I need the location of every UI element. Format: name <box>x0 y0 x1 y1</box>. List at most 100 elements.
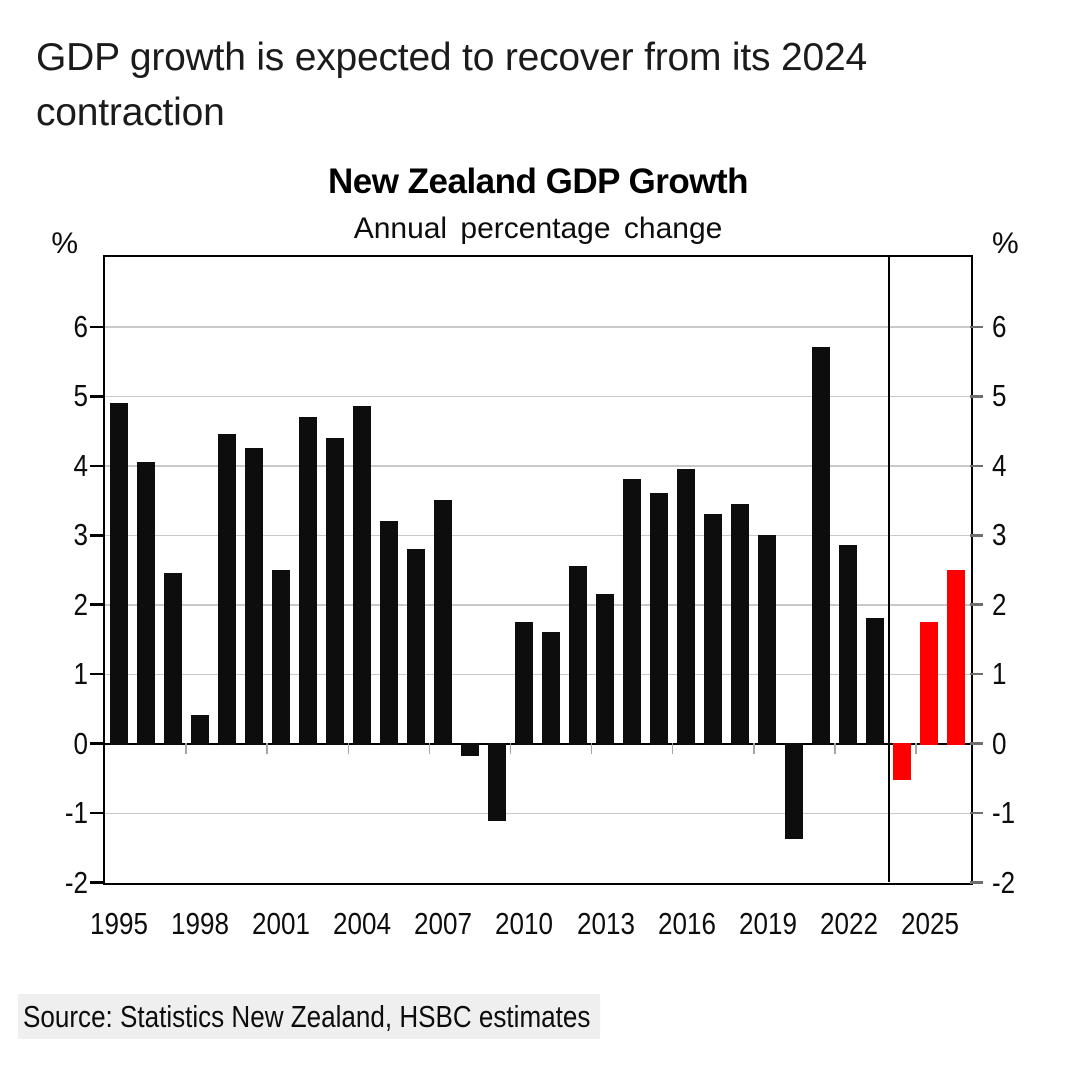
bar-2016 <box>677 468 696 746</box>
x-label-1998: 1998 <box>171 906 230 941</box>
bar-1997 <box>163 572 182 746</box>
x-label-2013: 2013 <box>576 906 635 941</box>
source-note: Source: Statistics New Zealand, HSBC est… <box>18 994 601 1039</box>
y-tick-left-4 <box>90 464 103 468</box>
bar-1999 <box>217 434 236 746</box>
headline: GDP growth is expected to recover from i… <box>36 36 867 134</box>
y-label-right-6: 6 <box>992 308 1007 344</box>
y-label-right-4: 4 <box>992 447 1007 483</box>
bar-2023 <box>866 618 885 746</box>
y-label-left-2: 2 <box>73 586 88 622</box>
y-tick-right-1 <box>970 672 983 676</box>
y-tick-right-3 <box>970 534 983 537</box>
y-axis-unit-right: % <box>992 227 1019 260</box>
y-tick-right-0 <box>970 742 983 745</box>
bar-2022 <box>839 545 858 746</box>
bar-2020 <box>785 743 804 839</box>
y-label-right-5: 5 <box>992 378 1007 414</box>
chart-subtitle: Annual percentage change <box>353 212 723 245</box>
bar-2003 <box>325 437 344 746</box>
y-tick-left--2 <box>90 881 103 884</box>
x-boundary-tick <box>185 743 187 755</box>
x-boundary-tick <box>266 743 268 755</box>
x-boundary-tick <box>671 743 674 755</box>
bar-1995 <box>109 402 128 746</box>
y-tick-right--1 <box>970 811 983 815</box>
y-label-right-1: 1 <box>992 656 1007 692</box>
bar-2025 <box>920 621 939 746</box>
bar-2006 <box>406 548 425 746</box>
bar-2002 <box>298 416 317 746</box>
bar-2010 <box>514 621 533 746</box>
y-label-left-5: 5 <box>73 378 88 414</box>
bar-2015 <box>650 493 669 746</box>
bar-2011 <box>542 632 561 746</box>
x-label-2007: 2007 <box>414 906 473 941</box>
y-tick-left-6 <box>90 325 103 329</box>
x-boundary-tick <box>509 743 512 755</box>
x-label-2016: 2016 <box>657 906 716 941</box>
bar-2024 <box>893 743 912 780</box>
gridline-4 <box>105 465 970 467</box>
y-label-left--1: -1 <box>64 795 88 831</box>
y-tick-left-5 <box>90 395 103 398</box>
y-label-left-1: 1 <box>73 656 88 692</box>
bar-1998 <box>190 715 209 746</box>
forecast-divider-line <box>887 257 890 882</box>
y-tick-left--1 <box>90 811 103 815</box>
bar-2019 <box>758 534 777 746</box>
bar-2008 <box>460 743 479 756</box>
x-boundary-tick <box>834 743 836 755</box>
bar-1996 <box>136 461 155 746</box>
x-label-1995: 1995 <box>90 906 148 941</box>
bar-2000 <box>244 447 263 746</box>
y-tick-right-6 <box>970 325 983 329</box>
y-tick-right--2 <box>970 881 983 884</box>
y-label-right--1: -1 <box>992 795 1016 831</box>
bar-2001 <box>271 569 290 746</box>
bar-2014 <box>623 479 642 746</box>
x-label-2025: 2025 <box>900 906 959 941</box>
bar-2005 <box>379 520 398 746</box>
chart-title: New Zealand GDP Growth <box>327 162 749 201</box>
x-label-2022: 2022 <box>819 906 878 941</box>
plot-area <box>103 255 973 885</box>
gridline-5 <box>105 395 970 398</box>
source-row: Source: Statistics New Zealand, HSBC est… <box>18 994 601 1039</box>
gridline-2 <box>105 604 970 606</box>
y-tick-right-2 <box>970 603 983 606</box>
y-tick-right-5 <box>970 395 983 398</box>
y-label-left-6: 6 <box>73 308 88 344</box>
y-label-left-4: 4 <box>73 447 88 483</box>
y-axis-unit-left: % <box>51 227 78 260</box>
gridline-6 <box>105 326 970 328</box>
y-label-right--2: -2 <box>992 864 1016 900</box>
y-tick-left-3 <box>90 534 103 537</box>
y-label-left-3: 3 <box>73 517 88 553</box>
y-tick-left-1 <box>90 672 103 676</box>
x-boundary-tick <box>915 743 917 755</box>
y-tick-right-4 <box>970 464 983 468</box>
bar-2007 <box>433 500 452 746</box>
bar-2017 <box>704 513 723 746</box>
x-label-2019: 2019 <box>738 906 797 941</box>
x-boundary-tick <box>347 743 350 755</box>
y-label-right-2: 2 <box>992 586 1007 622</box>
bar-2009 <box>487 743 506 822</box>
y-label-left--2: -2 <box>64 864 88 900</box>
x-boundary-tick <box>753 743 755 755</box>
x-boundary-tick <box>590 743 593 755</box>
y-label-left-0: 0 <box>73 725 88 761</box>
gridline--1 <box>105 812 970 815</box>
y-tick-left-2 <box>90 603 103 606</box>
bar-2021 <box>812 347 831 746</box>
bar-2013 <box>596 593 615 746</box>
gridline-1 <box>105 673 970 676</box>
y-label-right-0: 0 <box>992 725 1007 761</box>
bar-2026 <box>947 569 966 746</box>
x-label-2001: 2001 <box>252 906 311 941</box>
x-label-2004: 2004 <box>333 906 392 941</box>
x-boundary-tick <box>428 743 431 755</box>
y-label-right-3: 3 <box>992 517 1007 553</box>
